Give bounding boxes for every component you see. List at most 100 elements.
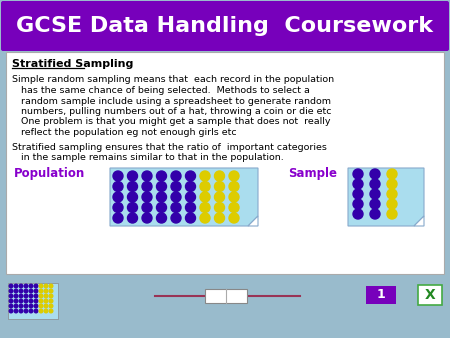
Text: X: X bbox=[425, 288, 436, 302]
Circle shape bbox=[49, 299, 53, 303]
Circle shape bbox=[370, 179, 380, 189]
Text: Stratified Sampling: Stratified Sampling bbox=[12, 59, 133, 69]
Circle shape bbox=[370, 189, 380, 199]
FancyBboxPatch shape bbox=[0, 278, 450, 338]
FancyBboxPatch shape bbox=[8, 283, 58, 319]
Circle shape bbox=[113, 202, 123, 213]
Text: Simple random sampling means that  each record in the population: Simple random sampling means that each r… bbox=[12, 75, 334, 84]
Circle shape bbox=[34, 304, 38, 308]
Circle shape bbox=[14, 299, 18, 303]
Circle shape bbox=[127, 202, 138, 213]
Circle shape bbox=[353, 199, 363, 209]
Polygon shape bbox=[414, 216, 424, 226]
Circle shape bbox=[49, 289, 53, 293]
Circle shape bbox=[49, 294, 53, 298]
Circle shape bbox=[9, 284, 13, 288]
Text: numbers, pulling numbers out of a hat, throwing a coin or die etc: numbers, pulling numbers out of a hat, t… bbox=[12, 107, 332, 116]
Circle shape bbox=[353, 189, 363, 199]
Circle shape bbox=[127, 182, 138, 192]
Circle shape bbox=[171, 202, 181, 213]
Circle shape bbox=[229, 213, 239, 223]
Circle shape bbox=[34, 299, 38, 303]
Circle shape bbox=[34, 309, 38, 313]
Text: Stratified sampling ensures that the ratio of  important categories: Stratified sampling ensures that the rat… bbox=[12, 143, 327, 151]
Circle shape bbox=[142, 171, 152, 181]
Circle shape bbox=[215, 192, 225, 202]
Circle shape bbox=[44, 294, 48, 298]
Circle shape bbox=[200, 182, 210, 192]
Circle shape bbox=[215, 182, 225, 192]
Circle shape bbox=[113, 213, 123, 223]
Circle shape bbox=[34, 284, 38, 288]
Circle shape bbox=[9, 294, 13, 298]
Circle shape bbox=[44, 289, 48, 293]
Circle shape bbox=[49, 309, 53, 313]
Text: has the same chance of being selected.  Methods to select a: has the same chance of being selected. M… bbox=[12, 86, 310, 95]
Circle shape bbox=[14, 304, 18, 308]
Circle shape bbox=[229, 171, 239, 181]
Circle shape bbox=[39, 294, 43, 298]
Circle shape bbox=[353, 179, 363, 189]
Circle shape bbox=[157, 192, 166, 202]
Circle shape bbox=[387, 179, 397, 189]
Circle shape bbox=[171, 182, 181, 192]
Circle shape bbox=[29, 304, 33, 308]
Circle shape bbox=[29, 294, 33, 298]
Polygon shape bbox=[248, 216, 258, 226]
Circle shape bbox=[200, 213, 210, 223]
Circle shape bbox=[353, 169, 363, 179]
Circle shape bbox=[142, 213, 152, 223]
Circle shape bbox=[185, 213, 195, 223]
Circle shape bbox=[39, 289, 43, 293]
Circle shape bbox=[49, 304, 53, 308]
Circle shape bbox=[215, 171, 225, 181]
Circle shape bbox=[157, 182, 166, 192]
Circle shape bbox=[157, 171, 166, 181]
Circle shape bbox=[387, 189, 397, 199]
Circle shape bbox=[157, 213, 166, 223]
Circle shape bbox=[353, 209, 363, 219]
Circle shape bbox=[157, 202, 166, 213]
Circle shape bbox=[113, 192, 123, 202]
Circle shape bbox=[200, 202, 210, 213]
Circle shape bbox=[113, 182, 123, 192]
Circle shape bbox=[19, 289, 23, 293]
Circle shape bbox=[370, 169, 380, 179]
Circle shape bbox=[9, 299, 13, 303]
Polygon shape bbox=[348, 168, 424, 226]
Circle shape bbox=[19, 304, 23, 308]
Circle shape bbox=[44, 304, 48, 308]
Circle shape bbox=[370, 199, 380, 209]
Circle shape bbox=[185, 171, 195, 181]
Circle shape bbox=[113, 171, 123, 181]
Circle shape bbox=[24, 309, 28, 313]
Circle shape bbox=[9, 289, 13, 293]
Circle shape bbox=[200, 192, 210, 202]
Circle shape bbox=[142, 182, 152, 192]
Text: reflect the population eg not enough girls etc: reflect the population eg not enough gir… bbox=[12, 128, 237, 137]
Text: One problem is that you might get a sample that does not  really: One problem is that you might get a samp… bbox=[12, 118, 330, 126]
Circle shape bbox=[370, 209, 380, 219]
Circle shape bbox=[185, 202, 195, 213]
Circle shape bbox=[24, 289, 28, 293]
Circle shape bbox=[19, 284, 23, 288]
Circle shape bbox=[127, 213, 138, 223]
Circle shape bbox=[29, 284, 33, 288]
Circle shape bbox=[9, 309, 13, 313]
Circle shape bbox=[24, 304, 28, 308]
Circle shape bbox=[185, 182, 195, 192]
Circle shape bbox=[14, 284, 18, 288]
Circle shape bbox=[34, 294, 38, 298]
Circle shape bbox=[29, 309, 33, 313]
Circle shape bbox=[229, 182, 239, 192]
Circle shape bbox=[44, 299, 48, 303]
Circle shape bbox=[19, 299, 23, 303]
Circle shape bbox=[127, 171, 138, 181]
Text: 1: 1 bbox=[377, 289, 385, 301]
Circle shape bbox=[44, 284, 48, 288]
Circle shape bbox=[39, 309, 43, 313]
Circle shape bbox=[229, 202, 239, 213]
Circle shape bbox=[9, 304, 13, 308]
Circle shape bbox=[127, 192, 138, 202]
FancyBboxPatch shape bbox=[418, 285, 442, 305]
